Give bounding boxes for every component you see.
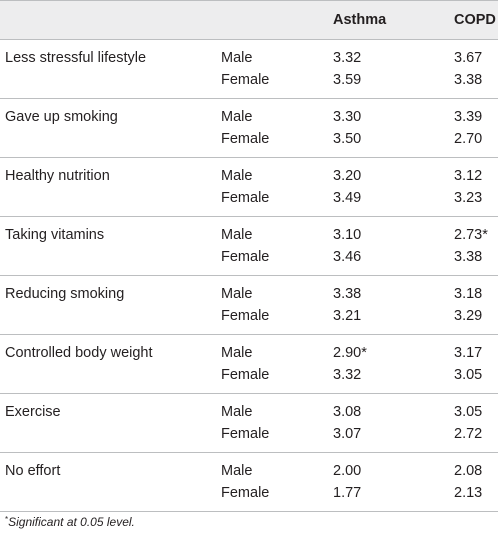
copd-value-cell: 3.12: [454, 168, 483, 184]
asthma-value-cell: 3.21: [333, 308, 362, 324]
header-measure: [0, 1, 219, 40]
footnote-text: Significant at 0.05 level.: [8, 515, 135, 529]
copd-value-cell: 2.08: [454, 463, 483, 479]
sex-cell: Male: [221, 168, 253, 184]
sex-cell: Female: [221, 190, 270, 206]
measure-cell: [0, 246, 219, 276]
measure-cell: Gave up smoking: [5, 109, 118, 125]
copd-value-cell: 3.05: [454, 404, 483, 420]
asthma-value-cell: 2.90*: [333, 345, 367, 361]
header-row: Asthma COPD: [0, 0, 498, 40]
table-row: Female 3.46 3.38: [0, 246, 498, 276]
measure-cell: [0, 423, 219, 453]
asthma-value-cell: 3.10: [333, 227, 362, 243]
asthma-value-cell: 1.77: [333, 485, 362, 501]
footnote: *Significant at 0.05 level.: [5, 515, 135, 529]
sex-cell: Male: [221, 345, 253, 361]
measure-cell: [0, 482, 219, 512]
table-row: Gave up smoking Male 3.30 3.39: [0, 99, 498, 129]
sex-cell: Male: [221, 227, 253, 243]
table-row: Female 3.32 3.05: [0, 364, 498, 394]
copd-value-cell: 2.13: [454, 485, 483, 501]
asthma-value-cell: 3.50: [333, 131, 362, 147]
sex-cell: Female: [221, 249, 270, 265]
header-asthma: Asthma: [333, 12, 387, 28]
footnote-marker: *: [5, 515, 9, 524]
sex-cell: Female: [221, 485, 270, 501]
sex-cell: Female: [221, 72, 270, 88]
asthma-value-cell: 3.30: [333, 109, 362, 125]
table-body: Less stressful lifestyle Male 3.32 3.67 Fema…: [0, 40, 498, 512]
sex-cell: Female: [221, 308, 270, 324]
copd-value-cell: 2.70: [454, 131, 483, 147]
sex-cell: Male: [221, 463, 253, 479]
copd-value-cell: 3.38: [454, 249, 483, 265]
copd-value-cell: 2.72: [454, 426, 483, 442]
table-row: Exercise Male 3.08 3.05: [0, 394, 498, 424]
measure-cell: [0, 128, 219, 158]
asthma-value-cell: 3.38: [333, 286, 362, 302]
asthma-value-cell: 3.46: [333, 249, 362, 265]
table-row: Female 3.50 2.70: [0, 128, 498, 158]
measure-cell: Exercise: [5, 404, 61, 420]
asthma-value-cell: 3.59: [333, 72, 362, 88]
asthma-value-cell: 3.32: [333, 367, 362, 383]
results-table-container: Asthma COPD Less stressful lifestyle Male…: [0, 0, 498, 512]
sex-cell: Male: [221, 50, 253, 66]
asthma-value-cell: 3.07: [333, 426, 362, 442]
header-copd: COPD: [454, 12, 496, 28]
table-row: Female 3.59 3.38: [0, 69, 498, 99]
copd-value-cell: 3.23: [454, 190, 483, 206]
header-sex: [219, 1, 330, 40]
table-row: Controlled body weight Male 2.90* 3.17: [0, 335, 498, 365]
sex-cell: Male: [221, 404, 253, 420]
measure-cell: [0, 364, 219, 394]
table-row: Female 3.21 3.29: [0, 305, 498, 335]
sex-cell: Male: [221, 109, 253, 125]
sex-cell: Female: [221, 131, 270, 147]
copd-value-cell: 3.17: [454, 345, 483, 361]
copd-value-cell: 3.67: [454, 50, 483, 66]
table-row: Female 3.07 2.72: [0, 423, 498, 453]
table-row: Female 3.49 3.23: [0, 187, 498, 217]
copd-value-cell: 3.39: [454, 109, 483, 125]
table-header: Asthma COPD: [0, 0, 498, 40]
asthma-value-cell: 2.00: [333, 463, 362, 479]
copd-value-cell: 3.18: [454, 286, 483, 302]
measure-cell: Healthy nutrition: [5, 168, 110, 184]
copd-value-cell: 2.73*: [454, 227, 488, 243]
sex-cell: Female: [221, 426, 270, 442]
asthma-value-cell: 3.20: [333, 168, 362, 184]
table-row: Healthy nutrition Male 3.20 3.12: [0, 158, 498, 188]
table-row: No effort Male 2.00 2.08: [0, 453, 498, 483]
asthma-value-cell: 3.08: [333, 404, 362, 420]
copd-value-cell: 3.05: [454, 367, 483, 383]
copd-value-cell: 3.29: [454, 308, 483, 324]
measure-cell: Taking vitamins: [5, 227, 105, 243]
results-table: Asthma COPD Less stressful lifestyle Male…: [0, 0, 498, 512]
measure-cell: No effort: [5, 463, 61, 479]
table-row: Less stressful lifestyle Male 3.32 3.67: [0, 40, 498, 70]
measure-cell: Reducing smoking: [5, 286, 125, 302]
measure-cell: [0, 305, 219, 335]
measure-cell: [0, 187, 219, 217]
sex-cell: Male: [221, 286, 253, 302]
table-row: Reducing smoking Male 3.38 3.18: [0, 276, 498, 306]
measure-cell: [0, 69, 219, 99]
sex-cell: Female: [221, 367, 270, 383]
asthma-value-cell: 3.32: [333, 50, 362, 66]
copd-value-cell: 3.38: [454, 72, 483, 88]
measure-cell: Less stressful lifestyle: [5, 50, 147, 66]
measure-cell: Controlled body weight: [5, 345, 153, 361]
asthma-value-cell: 3.49: [333, 190, 362, 206]
table-row: Taking vitamins Male 3.10 2.73*: [0, 217, 498, 247]
table-row: Female 1.77 2.13: [0, 482, 498, 512]
